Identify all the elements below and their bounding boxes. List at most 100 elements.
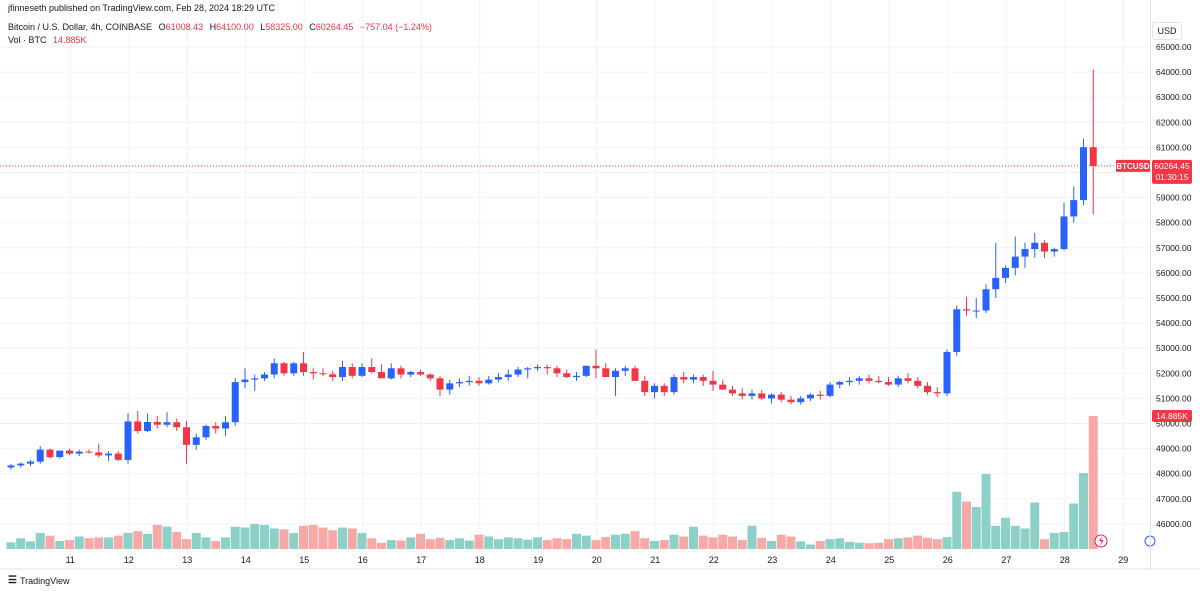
candle-body bbox=[602, 368, 610, 378]
volume-bar bbox=[455, 538, 464, 549]
candle-body bbox=[105, 453, 112, 456]
candle-body bbox=[85, 451, 93, 453]
x-tick-label: 19 bbox=[533, 555, 543, 565]
volume-bar bbox=[1059, 532, 1069, 549]
volume-bar bbox=[1049, 532, 1059, 549]
candle-body bbox=[719, 384, 727, 390]
volume-bar bbox=[776, 534, 786, 549]
volume-bar bbox=[1040, 539, 1049, 549]
candle-body bbox=[514, 369, 522, 375]
candle-body bbox=[807, 394, 814, 399]
volume-bar bbox=[523, 539, 533, 549]
currency-button[interactable]: USD bbox=[1152, 22, 1182, 40]
volume-bar bbox=[74, 536, 84, 549]
candle-body bbox=[495, 377, 502, 380]
y-tick-label: 62000.00 bbox=[1156, 117, 1192, 127]
candle-body bbox=[894, 378, 902, 385]
candle-body bbox=[1060, 216, 1068, 250]
tradingview-logo-icon: ☰ bbox=[8, 575, 17, 586]
y-tick-label: 54000.00 bbox=[1156, 318, 1192, 328]
candle-body bbox=[144, 421, 151, 432]
volume-bar bbox=[552, 538, 562, 549]
volume-bar bbox=[299, 525, 308, 549]
candle-body bbox=[1002, 267, 1009, 278]
close-value: 60264.45 bbox=[315, 22, 354, 32]
volume-bar bbox=[903, 537, 913, 549]
volume-bar bbox=[416, 533, 425, 549]
volume-bar bbox=[328, 530, 338, 549]
candle-body bbox=[231, 382, 239, 423]
candle-body bbox=[592, 365, 600, 369]
volume-bar bbox=[113, 535, 123, 549]
candle-body bbox=[563, 373, 571, 378]
candle-body bbox=[972, 310, 980, 312]
tradingview-logo[interactable]: ☰ TradingView bbox=[8, 575, 70, 586]
candle-body bbox=[309, 372, 317, 374]
candle-body bbox=[768, 394, 775, 399]
candle-body bbox=[1011, 256, 1019, 268]
candle-body bbox=[348, 367, 356, 376]
candle-body bbox=[183, 427, 190, 445]
volume-bar bbox=[1001, 517, 1010, 549]
volume-bar bbox=[991, 525, 1001, 549]
x-tick-label: 11 bbox=[66, 555, 75, 565]
candle-body bbox=[777, 394, 785, 400]
candle-body bbox=[787, 399, 795, 403]
volume-bar bbox=[932, 539, 942, 549]
volume-bar bbox=[952, 491, 962, 549]
candle-body bbox=[631, 368, 639, 381]
x-tick-label: 18 bbox=[475, 555, 485, 565]
volume-bar bbox=[786, 536, 796, 549]
candle-body bbox=[992, 277, 1000, 290]
volume-bar bbox=[172, 532, 182, 549]
volume-bar bbox=[201, 537, 211, 549]
candle-body bbox=[953, 309, 961, 352]
y-tick-label: 47000.00 bbox=[1156, 494, 1192, 504]
volume-bar bbox=[65, 540, 74, 549]
volume-bar bbox=[981, 473, 991, 549]
y-tick-label: 61000.00 bbox=[1156, 142, 1192, 152]
volume-bar bbox=[396, 540, 406, 549]
x-tick-label: 25 bbox=[884, 555, 894, 565]
change-value: −757.04 (−1.24%) bbox=[359, 22, 432, 32]
volume-bar bbox=[445, 540, 455, 549]
candle-body bbox=[963, 309, 970, 311]
volume-bar bbox=[845, 541, 854, 549]
candle-body bbox=[621, 368, 629, 371]
volume-bar bbox=[503, 537, 513, 549]
y-tick-label: 53000.00 bbox=[1156, 343, 1192, 353]
candle-body bbox=[475, 380, 483, 384]
candle-body bbox=[329, 374, 337, 378]
volume-bar bbox=[1079, 473, 1088, 549]
candle-body bbox=[124, 421, 132, 460]
candle-body bbox=[446, 383, 454, 390]
candle-body bbox=[387, 368, 395, 379]
candle-body bbox=[173, 422, 181, 428]
candle-body bbox=[426, 374, 434, 379]
candle-body bbox=[212, 426, 220, 429]
volume-bar bbox=[640, 538, 650, 549]
candle-body bbox=[339, 367, 346, 378]
candle-body bbox=[134, 421, 142, 432]
candle-body bbox=[982, 289, 990, 311]
volume-bar bbox=[211, 540, 221, 549]
candle-body bbox=[885, 382, 892, 385]
volume-bar bbox=[289, 532, 299, 549]
volume-bar bbox=[104, 537, 113, 549]
candle-body bbox=[261, 374, 268, 379]
volume-bar bbox=[796, 541, 806, 549]
candle-body bbox=[729, 389, 736, 394]
lightning-icon[interactable] bbox=[1094, 534, 1108, 548]
x-tick-label: 24 bbox=[826, 555, 836, 565]
volume-bar bbox=[347, 528, 357, 549]
candle-body bbox=[836, 382, 844, 385]
volume-bar bbox=[406, 537, 416, 549]
low-value: 58325.00 bbox=[265, 22, 303, 32]
volume-bar bbox=[679, 536, 689, 549]
volume-bar bbox=[1030, 502, 1040, 549]
candle-body bbox=[114, 453, 122, 460]
volume-bar bbox=[230, 526, 240, 549]
candle-body bbox=[855, 378, 863, 381]
candle-body bbox=[222, 422, 229, 429]
